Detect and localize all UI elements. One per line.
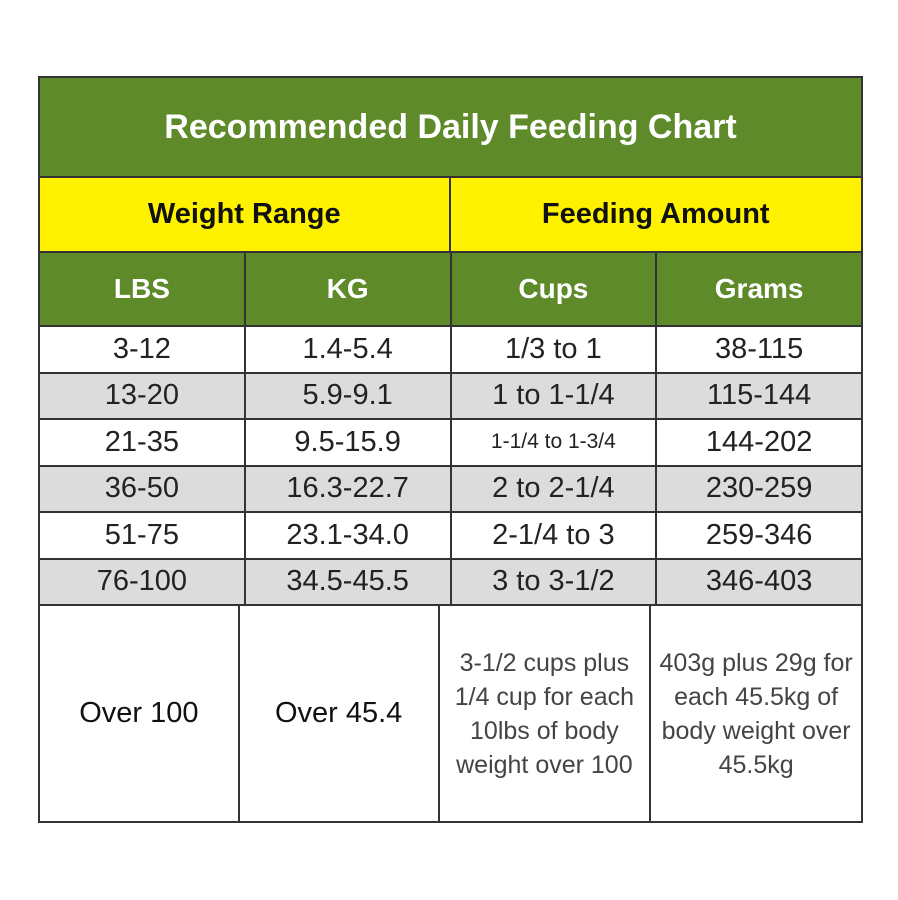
cell-grams-note: 403g plus 29g for each 45.5kg of body we… — [659, 648, 853, 779]
cell-lbs: 13-20 — [40, 373, 246, 418]
cell-grams: 144-202 — [705, 425, 813, 458]
cell-cups: 1-1/4 to 1-3/4 — [452, 420, 658, 465]
cell-kg: 1.4-5.4 — [246, 327, 452, 372]
cell-kg: 23.1-34.0 — [246, 513, 452, 558]
chart-title: Recommended Daily Feeding Chart — [40, 78, 861, 178]
cell-kg: 9.5-15.9 — [246, 420, 452, 465]
column-header-row: LBS KG Cups Grams — [40, 253, 861, 327]
cell-lbs: 36-50 — [40, 466, 246, 511]
cell-kg: 34.5-45.5 — [246, 559, 452, 604]
cell-lbs: 3-12 — [40, 327, 246, 372]
table-row: 13-20 5.9-9.1 1 to 1-1/4 115-144 — [40, 373, 861, 420]
cell-kg: Over 45.4 — [240, 606, 440, 821]
cell-cups: 2 to 2-1/4 — [452, 466, 658, 511]
cell-lbs: Over 100 — [40, 606, 240, 821]
cell-kg: 5.9-9.1 — [246, 373, 452, 418]
group-feeding-amount: Feeding Amount — [541, 198, 770, 230]
column-header-lbs: LBS — [40, 253, 246, 325]
cell-cups: 1/3 to 1 — [452, 327, 658, 372]
cell-lbs: 21-35 — [40, 420, 246, 465]
cell-cups-note: 3-1/2 cups plus 1/4 cup for each 10lbs o… — [440, 606, 652, 821]
cell-cups: 3 to 3-1/2 — [452, 559, 658, 604]
cell-grams: 346-403 — [705, 565, 813, 598]
table-row: 21-35 9.5-15.9 1-1/4 to 1-3/4 144-202 — [40, 420, 861, 467]
feeding-chart: Recommended Daily Feeding Chart Weight R… — [38, 76, 863, 823]
table-row: 76-100 34.5-45.5 3 to 3-1/2 346-403 — [40, 559, 861, 606]
table-row: 51-75 23.1-34.0 2-1/4 to 3 259-346 — [40, 513, 861, 560]
cell-grams: 38-115 — [715, 332, 804, 365]
cell-kg: 16.3-22.7 — [246, 466, 452, 511]
cell-grams: 230-259 — [705, 472, 813, 505]
table-row-over-100: Over 100 Over 45.4 3-1/2 cups plus 1/4 c… — [40, 606, 861, 821]
cell-lbs: 76-100 — [40, 559, 246, 604]
table-row: 3-12 1.4-5.4 1/3 to 1 38-115 — [40, 327, 861, 374]
column-header-grams: Grams — [714, 273, 804, 304]
column-header-cups: Cups — [452, 253, 658, 325]
cell-grams: 115-144 — [706, 379, 812, 412]
table-row: 36-50 16.3-22.7 2 to 2-1/4 230-259 — [40, 466, 861, 513]
column-header-kg: KG — [246, 253, 452, 325]
group-weight-range: Weight Range — [40, 178, 451, 251]
group-header-row: Weight Range Feeding Amount — [40, 178, 861, 253]
cell-cups: 2-1/4 to 3 — [452, 513, 658, 558]
cell-cups: 1 to 1-1/4 — [452, 373, 658, 418]
cell-grams: 259-346 — [705, 518, 813, 551]
cell-lbs: 51-75 — [40, 513, 246, 558]
